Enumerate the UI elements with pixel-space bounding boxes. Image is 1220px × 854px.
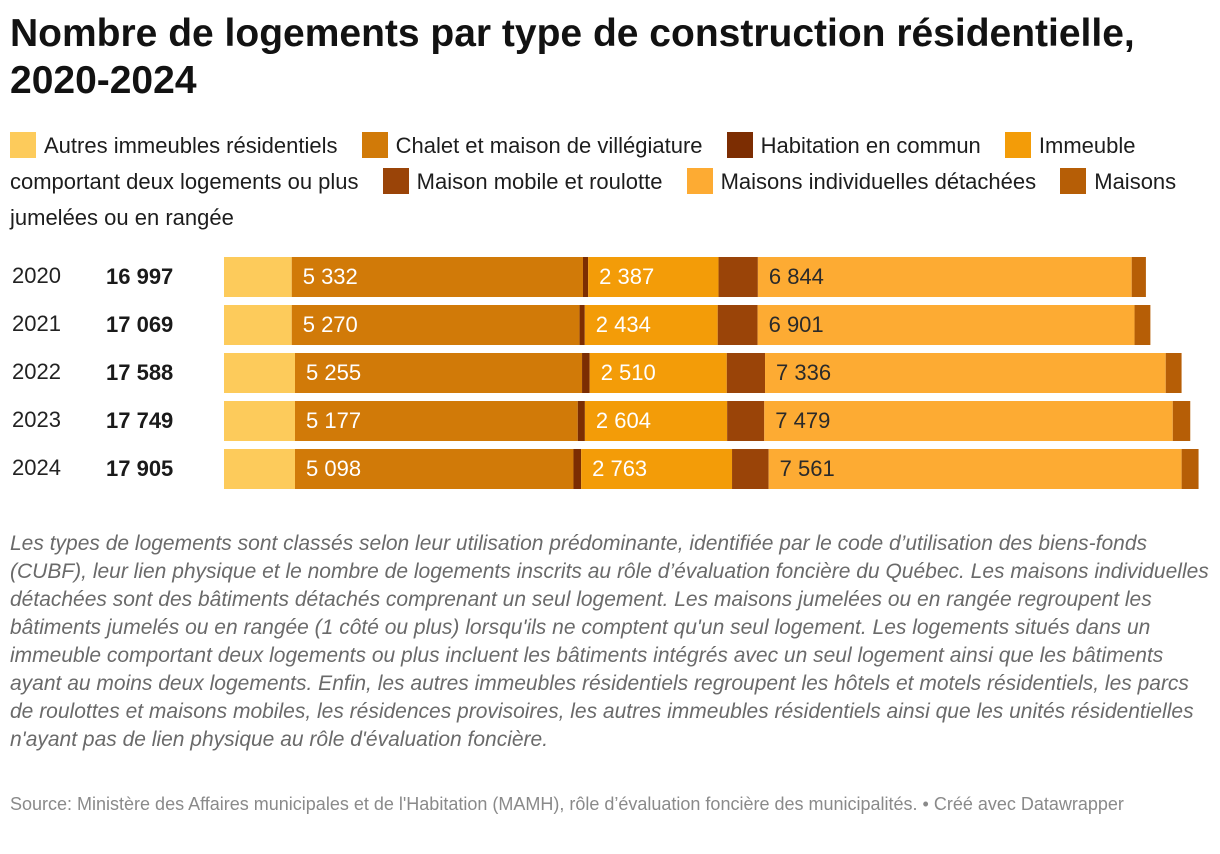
legend-swatch [1060,168,1087,194]
bar-segment [732,449,769,489]
data-label: 7 561 [780,456,835,481]
data-label: 5 255 [306,360,361,385]
bar-segment [224,305,292,345]
data-label: 5 332 [303,264,358,289]
data-label: 5 177 [306,408,361,433]
data-label: 2 510 [601,360,656,385]
bar-segment [584,305,718,345]
data-label: 2 763 [592,456,647,481]
bar-segment [1165,353,1182,393]
bar-segment [717,305,758,345]
bar-segment [224,401,296,441]
bar-segment [588,257,719,297]
legend-item: Habitation en commun [726,132,981,158]
year-label: 2024 [12,455,61,480]
source-note: Source: Ministère des Affaires municipal… [10,794,1124,814]
year-label: 2021 [12,311,61,336]
bar-segment [589,353,727,393]
bar-segment [224,449,296,489]
legend-item: Immeuble comportant deux logements ou pl… [10,132,1136,194]
chart-notes: Les types de logements sont classés selo… [10,532,1209,751]
bar-segment [1131,257,1146,297]
bar-segment [582,257,589,297]
bar-segment [579,305,585,345]
legend-swatch [1004,132,1031,158]
data-label: 2 387 [599,264,654,289]
legend-swatch [686,168,713,194]
year-label: 2023 [12,407,61,432]
data-label: 6 901 [769,312,824,337]
bar-segment [1181,449,1199,489]
legend-swatch [10,132,36,158]
total-label: 17 069 [106,312,173,337]
data-label: 6 844 [769,264,824,289]
legend-swatch [726,132,753,158]
legend-label: Maisons jumelées ou en rangée [10,169,1177,230]
legend-label: Maisons individuelles détachées [720,169,1037,194]
legend-label: Immeuble comportant deux logements ou pl… [10,133,1136,194]
year-label: 2022 [12,359,61,384]
chart-title: Nombre de logements par type de construc… [10,12,1135,102]
data-label: 5 270 [303,312,358,337]
data-label: 2 604 [596,408,651,433]
data-label: 5 098 [306,456,361,481]
bar-segment [295,449,574,489]
bar-segment [1134,305,1151,345]
legend-item: Maisons jumelées ou en rangée [10,168,1177,230]
bar-segment [224,353,296,393]
bar-segment [577,401,585,441]
legend-label: Maison mobile et roulotte [416,169,663,194]
bar-segment [291,257,583,297]
data-label: 7 336 [776,360,831,385]
stacked-bar-chart: 2020 16 997 5 332 2 387 6 844 2021 17 069 5 270… [12,257,1199,489]
year-label: 2020 [12,263,61,288]
total-label: 17 905 [106,456,173,481]
bar-segment [581,449,733,489]
legend-item: Chalet et maison de villégiature [361,132,703,158]
total-label: 16 997 [106,264,173,289]
bar-segment [1172,401,1191,441]
bar-segment [291,305,580,345]
legend-item: Autres immeubles résidentiels [10,132,338,158]
legend-swatch [361,132,388,158]
bar-segment [764,401,1173,441]
bar-segment [757,305,1135,345]
legend-swatch [382,168,409,194]
legend-label: Autres immeubles résidentiels [44,133,338,158]
legend-item: Maisons individuelles détachées [686,168,1037,194]
bar-segment [573,449,582,489]
bar-segment [224,257,292,297]
bar-segment [295,401,578,441]
data-label: 7 479 [775,408,830,433]
bar-segment [765,353,1166,393]
bar-segment [582,353,590,393]
bar-segment [757,257,1132,297]
total-label: 17 749 [106,408,173,433]
total-label: 17 588 [106,360,173,385]
bar-segment [718,257,758,297]
data-label: 2 434 [596,312,651,337]
bar-segment [295,353,583,393]
bar-segment [727,401,765,441]
legend-label: Habitation en commun [760,133,981,158]
bar-segment [768,449,1182,489]
legend-item: Maison mobile et roulotte [382,168,663,194]
bar-segment [584,401,728,441]
legend-label: Chalet et maison de villégiature [395,133,703,158]
legend: Autres immeubles résidentiels Chalet et … [10,128,1210,236]
bar-segment [726,353,766,393]
